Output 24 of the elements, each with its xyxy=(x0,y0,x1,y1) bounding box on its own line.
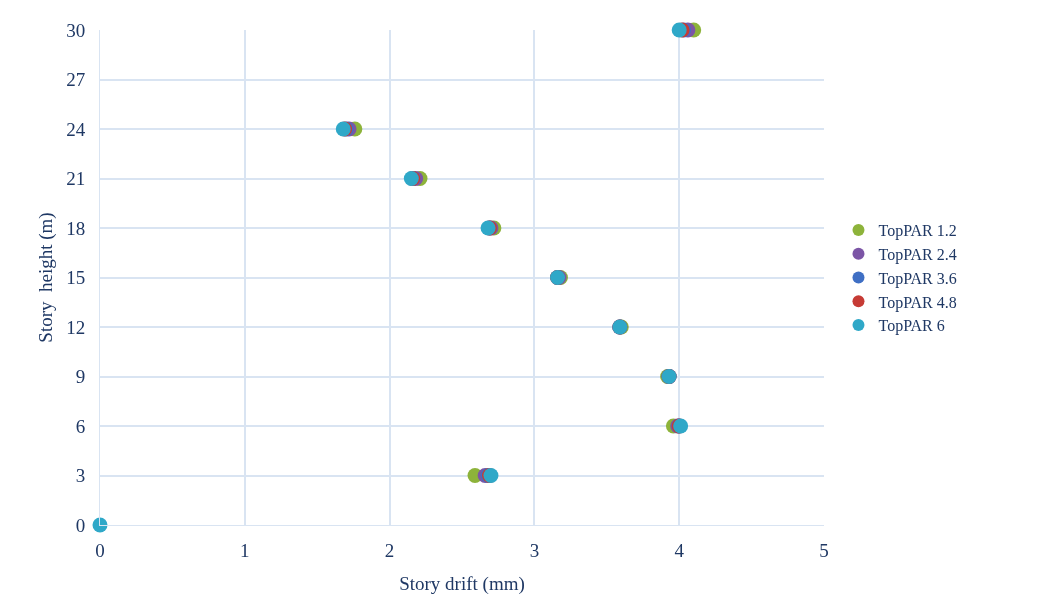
x-tick-label: 1 xyxy=(240,539,250,561)
legend-label: TopPAR 6 xyxy=(878,317,945,336)
y-tick-label: 27 xyxy=(66,69,86,91)
x-tick-label: 0 xyxy=(95,539,105,561)
y-tick-label: 18 xyxy=(66,217,86,239)
y-tick-label: 24 xyxy=(66,118,86,140)
x-tick-label: 4 xyxy=(674,539,685,561)
y-tick-label: 6 xyxy=(75,415,86,437)
y-tick-label: 12 xyxy=(66,316,86,338)
x-axis-title: Story drift (mm) xyxy=(399,573,525,595)
y-tick-label: 0 xyxy=(75,514,86,536)
x-tick-label: 5 xyxy=(819,539,829,561)
x-tick-label: 3 xyxy=(529,539,540,561)
legend-label: TopPAR 3.6 xyxy=(878,269,957,288)
y-axis-title: Story height (m) xyxy=(35,212,57,343)
y-tick-label: 15 xyxy=(66,267,86,289)
legend-label: TopPAR 1.2 xyxy=(878,222,957,241)
y-tick-label: 3 xyxy=(75,465,86,487)
y-tick-label: 21 xyxy=(66,168,86,190)
y-tick-label: 30 xyxy=(66,19,86,41)
legend-label: TopPAR 2.4 xyxy=(878,245,957,264)
x-tick-label: 2 xyxy=(384,539,395,561)
y-tick-label: 9 xyxy=(75,366,86,388)
legend-label: TopPAR 4.8 xyxy=(878,293,957,312)
